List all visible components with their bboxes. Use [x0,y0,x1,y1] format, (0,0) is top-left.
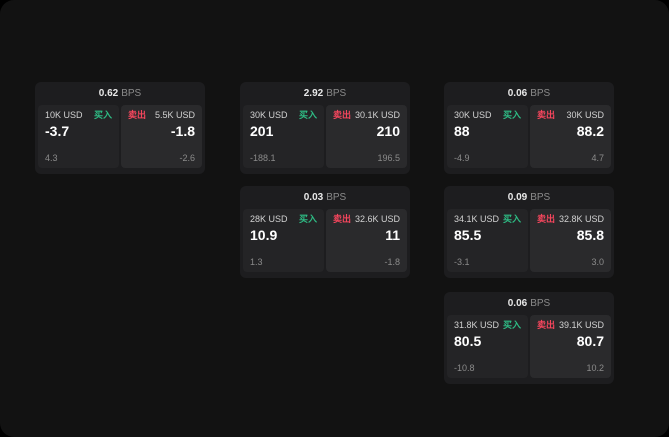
buy-label: 买入 [502,320,521,330]
spread-header: 0.09 BPS [444,186,614,209]
buy-sub-value: 4.3 [45,153,58,163]
buy-label: 买入 [298,214,317,224]
sell-label: 卖出 [333,214,352,224]
sell-panel[interactable]: 卖出 32.8K USD 85.8 3.0 [530,209,611,272]
bps-label: BPS [326,192,347,203]
sell-price: -1.8 [170,123,195,139]
buy-price: 80.5 [454,333,482,349]
buy-panel[interactable]: 34.1K USD 买入 85.5 -3.1 [447,209,528,272]
buy-sub-value: -188.1 [250,153,276,163]
buy-size: 30K USD [454,110,492,120]
price-tile: 0.06 BPS 30K USD 买入 88 -4.9 卖出 30K USD 8… [444,82,614,174]
bps-label: BPS [530,298,551,309]
price-tile: 0.06 BPS 31.8K USD 买入 80.5 -10.8 卖出 39.1… [444,292,614,384]
sell-price: 80.7 [576,333,604,349]
buy-price: 10.9 [250,227,278,243]
sell-label: 卖出 [537,320,556,330]
sell-label: 卖出 [537,214,556,224]
sell-panel[interactable]: 卖出 5.5K USD -1.8 -2.6 [121,105,202,168]
spread-value: 0.09 [507,192,528,203]
buy-label: 买入 [502,110,521,120]
bps-label: BPS [530,88,551,99]
buy-sub-value: -4.9 [454,153,470,163]
bps-label: BPS [121,88,142,99]
spread-header: 0.06 BPS [444,292,614,315]
sell-sub-value: -2.6 [179,153,195,163]
sell-label: 卖出 [128,110,147,120]
spread-header: 2.92 BPS [240,82,410,105]
price-tile: 2.92 BPS 30K USD 买入 201 -188.1 卖出 30.1K … [240,82,410,174]
spread-value: 0.06 [507,298,528,309]
sell-price: 88.2 [576,123,604,139]
sell-sub-value: 196.5 [377,153,400,163]
sell-price: 210 [376,123,400,139]
sell-sub-value: 3.0 [591,257,604,267]
buy-price: -3.7 [45,123,70,139]
buy-size: 34.1K USD [454,214,500,224]
buy-panel[interactable]: 30K USD 买入 201 -188.1 [243,105,324,168]
buy-label: 买入 [298,110,317,120]
buy-sub-value: 1.3 [250,257,263,267]
buy-sub-value: -3.1 [454,257,470,267]
buy-label: 买入 [93,110,112,120]
buy-sub-value: -10.8 [454,363,475,373]
sell-panel[interactable]: 卖出 39.1K USD 80.7 10.2 [530,315,611,378]
buy-price: 85.5 [454,227,482,243]
buy-panel[interactable]: 31.8K USD 买入 80.5 -10.8 [447,315,528,378]
buy-size: 10K USD [45,110,83,120]
buy-panel[interactable]: 10K USD 买入 -3.7 4.3 [38,105,119,168]
sell-panel[interactable]: 卖出 30K USD 88.2 4.7 [530,105,611,168]
sell-sub-value: -1.8 [384,257,400,267]
buy-price: 88 [454,123,470,139]
spread-header: 0.62 BPS [35,82,205,105]
buy-size: 31.8K USD [454,320,500,330]
sell-sub-value: 10.2 [586,363,604,373]
sell-price: 85.8 [576,227,604,243]
spread-value: 0.06 [507,88,528,99]
sell-size: 5.5K USD [154,110,195,120]
sell-size: 30K USD [566,110,604,120]
buy-price: 201 [250,123,274,139]
spread-value: 0.62 [98,88,119,99]
sell-label: 卖出 [333,110,352,120]
price-tile: 0.09 BPS 34.1K USD 买入 85.5 -3.1 卖出 32.8K… [444,186,614,278]
price-tile: 0.62 BPS 10K USD 买入 -3.7 4.3 卖出 5.5K USD… [35,82,205,174]
sell-sub-value: 4.7 [591,153,604,163]
price-tile: 0.03 BPS 28K USD 买入 10.9 1.3 卖出 32.6K US… [240,186,410,278]
bps-label: BPS [326,88,347,99]
spread-value: 0.03 [303,192,324,203]
sell-size: 39.1K USD [558,320,604,330]
spread-value: 2.92 [303,88,324,99]
spread-header: 0.06 BPS [444,82,614,105]
sell-panel[interactable]: 卖出 32.6K USD 11 -1.8 [326,209,407,272]
sell-size: 32.6K USD [354,214,400,224]
buy-size: 30K USD [250,110,288,120]
bps-label: BPS [530,192,551,203]
buy-panel[interactable]: 30K USD 买入 88 -4.9 [447,105,528,168]
sell-size: 30.1K USD [354,110,400,120]
spread-header: 0.03 BPS [240,186,410,209]
sell-price: 11 [385,227,400,243]
buy-size: 28K USD [250,214,288,224]
sell-size: 32.8K USD [558,214,604,224]
buy-label: 买入 [502,214,521,224]
sell-panel[interactable]: 卖出 30.1K USD 210 196.5 [326,105,407,168]
buy-panel[interactable]: 28K USD 买入 10.9 1.3 [243,209,324,272]
sell-label: 卖出 [537,110,556,120]
